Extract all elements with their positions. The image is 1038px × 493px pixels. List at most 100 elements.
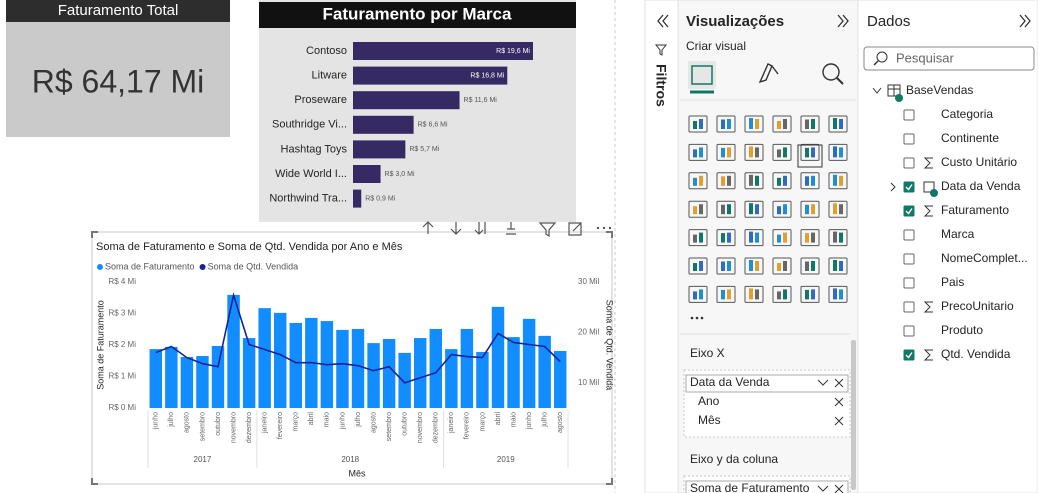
checkbox[interactable]	[903, 205, 915, 217]
bar[interactable]	[180, 356, 194, 408]
more-options-dot[interactable]	[602, 226, 606, 230]
field-name[interactable]: Marca	[941, 227, 975, 241]
checkbox[interactable]	[903, 325, 915, 337]
bar[interactable]	[367, 343, 380, 408]
remove-icon[interactable]	[834, 484, 844, 493]
visual-header-icon[interactable]	[450, 222, 462, 235]
bar[interactable]	[476, 351, 489, 408]
checkbox[interactable]	[903, 253, 915, 265]
bar[interactable]	[149, 349, 162, 408]
visual-type-icon[interactable]	[772, 200, 792, 218]
field-name[interactable]: Pais	[941, 275, 964, 289]
visual-type-icon[interactable]	[716, 257, 736, 275]
checkbox[interactable]	[903, 133, 915, 145]
visual-type-icon[interactable]	[800, 229, 820, 247]
more-visuals-dot[interactable]	[700, 316, 704, 320]
visual-type-icon[interactable]	[744, 172, 764, 190]
visual-type-icon[interactable]	[772, 143, 792, 161]
bar[interactable]	[538, 335, 551, 408]
bar[interactable]	[382, 339, 396, 408]
visual-type-icon[interactable]	[828, 143, 848, 161]
more-options-dot[interactable]	[608, 226, 612, 230]
visual-type-icon[interactable]	[688, 115, 708, 133]
field-name[interactable]: Qtd. Vendida	[941, 347, 1011, 361]
expand-icon[interactable]	[1019, 14, 1031, 28]
visual-type-icon[interactable]	[744, 200, 764, 218]
visual-type-icon[interactable]	[688, 257, 708, 275]
more-visuals-dot[interactable]	[695, 316, 699, 320]
visual-type-icon[interactable]	[828, 229, 848, 247]
visual-type-icon[interactable]	[800, 257, 820, 275]
bar[interactable]	[353, 91, 460, 110]
bar[interactable]	[507, 337, 520, 408]
visual-type-icon[interactable]	[800, 143, 820, 161]
bar[interactable]	[414, 338, 427, 408]
visual-type-icon[interactable]	[800, 172, 820, 190]
visual-type-icon[interactable]	[744, 257, 764, 275]
dropdown-icon[interactable]	[817, 379, 829, 386]
visual-type-icon[interactable]	[688, 229, 708, 247]
checkbox[interactable]	[903, 229, 915, 241]
field-name[interactable]: Faturamento	[941, 203, 1009, 217]
well-field[interactable]	[685, 480, 849, 493]
bar[interactable]	[460, 328, 474, 408]
checkbox[interactable]	[903, 109, 915, 121]
bar[interactable]	[353, 66, 508, 85]
bar[interactable]	[522, 318, 536, 408]
checkbox[interactable]	[903, 301, 915, 313]
checkbox[interactable]	[903, 181, 915, 193]
bar[interactable]	[258, 308, 271, 408]
visual-type-icon[interactable]	[716, 115, 736, 133]
bar[interactable]	[398, 352, 411, 408]
visual-type-icon[interactable]	[688, 143, 708, 161]
visual-type-icon[interactable]	[828, 285, 848, 303]
field-name[interactable]: Categoria	[941, 107, 993, 121]
bar[interactable]	[353, 189, 362, 208]
field-name[interactable]: Produto	[941, 323, 983, 337]
bar[interactable]	[289, 322, 302, 408]
remove-icon[interactable]	[834, 378, 844, 388]
checkbox[interactable]	[903, 349, 915, 361]
visual-type-icon[interactable]	[744, 229, 764, 247]
collapse-icon[interactable]	[657, 14, 669, 28]
visual-type-icon[interactable]	[744, 143, 764, 161]
field-name[interactable]: NomeComplet...	[941, 251, 1028, 265]
checkbox[interactable]	[903, 157, 915, 169]
remove-icon[interactable]	[834, 416, 844, 426]
analytics-tab[interactable]	[822, 63, 840, 81]
visual-type-icon[interactable]	[828, 257, 848, 275]
visual-type-icon[interactable]	[744, 115, 764, 133]
dropdown-icon[interactable]	[817, 485, 829, 492]
visual-type-icon[interactable]	[800, 115, 820, 133]
bar[interactable]	[227, 294, 240, 408]
expand-icon[interactable]	[837, 14, 849, 28]
bar[interactable]	[211, 345, 225, 408]
visual-header-icon[interactable]	[422, 221, 434, 234]
bar[interactable]	[445, 349, 458, 408]
bar[interactable]	[336, 329, 349, 408]
field-name[interactable]: PrecoUnitario	[941, 299, 1014, 313]
bar[interactable]	[491, 306, 505, 408]
field-name[interactable]: Continente	[941, 131, 999, 145]
table-name[interactable]: BaseVendas	[906, 83, 973, 97]
visual-header-icon[interactable]	[538, 222, 557, 238]
visual-type-icon[interactable]	[688, 200, 708, 218]
bar[interactable]	[196, 356, 209, 408]
visual-type-icon[interactable]	[772, 115, 792, 133]
build-visual-tab[interactable]	[688, 61, 716, 89]
bar[interactable]	[554, 350, 567, 408]
visual-bg[interactable]	[259, 0, 576, 222]
visual-type-icon[interactable]	[716, 229, 736, 247]
field-name[interactable]: Data da Venda	[941, 179, 1021, 193]
visual-type-icon[interactable]	[800, 200, 820, 218]
visual-type-icon[interactable]	[772, 257, 792, 275]
format-tab[interactable]	[758, 63, 779, 84]
visual-header-icon[interactable]	[474, 222, 486, 235]
visual-type-icon[interactable]	[716, 200, 736, 218]
search-box[interactable]	[863, 46, 1035, 71]
bar[interactable]	[242, 338, 256, 408]
visual-type-icon[interactable]	[800, 285, 820, 303]
bar[interactable]	[353, 165, 381, 183]
bar[interactable]	[353, 115, 414, 134]
expand-chevron[interactable]	[872, 87, 882, 94]
